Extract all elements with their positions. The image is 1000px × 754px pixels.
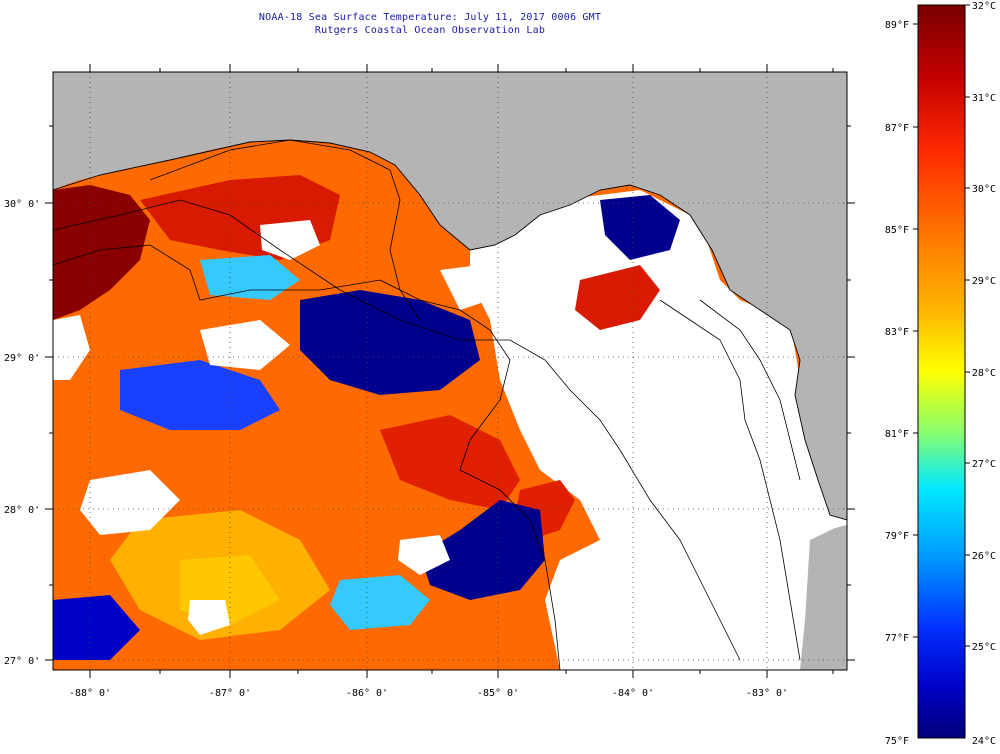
cb-label-32c: 32°C (972, 1, 996, 12)
lon-label-84: -84° 0' (612, 688, 654, 699)
cb-label-26c: 26°C (972, 551, 996, 562)
map-plot-area (53, 72, 847, 670)
lat-label-29: 29° 0' (4, 353, 40, 364)
cb-label-85f: 85°F (885, 225, 909, 236)
sst-red-patch-4 (575, 265, 660, 330)
map-ticks (45, 64, 855, 678)
map-subtitle: Rutgers Coastal Ocean Observation Lab (314, 25, 546, 36)
land-peninsula-south (800, 525, 847, 670)
cb-label-75f: 75°F (885, 736, 909, 747)
cb-label-79f: 79°F (885, 531, 909, 542)
cloud-patch-4 (398, 535, 450, 575)
sst-blue-band-5 (53, 595, 140, 660)
lon-label-87: -87° 0' (209, 688, 251, 699)
sst-hot-patch-nw (53, 185, 150, 320)
bathymetry-contour-3 (659, 299, 801, 661)
colorbar: 89°F 87°F 85°F 83°F 81°F 79°F 77°F 75°F … (885, 1, 996, 747)
colorbar-gradient (917, 4, 966, 739)
cb-label-25c: 25°C (972, 642, 996, 653)
map-frame (52, 71, 848, 671)
cloud-patch-7 (440, 265, 490, 310)
cloud-patch-5 (188, 600, 230, 635)
bathymetry-contour-2 (53, 244, 561, 670)
cb-label-81f: 81°F (885, 429, 909, 440)
sst-red-patch-2 (380, 415, 520, 510)
land-north-coast (53, 72, 847, 520)
sst-blue-band-3 (420, 500, 545, 600)
lat-label-28: 28° 0' (4, 505, 40, 516)
lat-label-30: 30° 0' (4, 199, 40, 210)
sst-cyan-band-1 (200, 255, 300, 300)
sst-cyan-band-2 (330, 575, 430, 630)
lon-label-86: -86° 0' (346, 688, 388, 699)
cb-label-27c: 27°C (972, 459, 996, 470)
lon-label-85: -85° 0' (477, 688, 519, 699)
cb-label-89f: 89°F (885, 20, 909, 31)
bathymetry-contour-4 (699, 299, 801, 481)
cb-label-83f: 83°F (885, 327, 909, 338)
coastline-north (53, 139, 847, 521)
cloud-patch-1 (80, 470, 180, 535)
bathymetry-contour-1 (53, 199, 741, 661)
cb-label-30c: 30°C (972, 184, 996, 195)
cloud-region-east (470, 190, 847, 670)
lon-label-88: -88° 0' (69, 688, 111, 699)
cloud-patch-3 (260, 220, 320, 260)
cloud-patch-6 (53, 315, 90, 380)
cb-label-28c: 28°C (972, 368, 996, 379)
sst-blue-band-4 (600, 195, 680, 260)
cb-label-77f: 77°F (885, 633, 909, 644)
sst-blue-band-2 (120, 360, 280, 430)
cb-label-24c: 24°C (972, 736, 996, 747)
map-title: NOAA-18 Sea Surface Temperature: July 11… (258, 12, 602, 23)
cb-label-87f: 87°F (885, 123, 909, 134)
lat-label-27: 27° 0' (4, 656, 40, 667)
cb-label-31c: 31°C (972, 93, 996, 104)
cloud-patch-2 (200, 320, 290, 370)
coastline-range-arc (149, 139, 421, 321)
cb-label-29c: 29°C (972, 276, 996, 287)
sst-blue-band-1 (300, 290, 480, 395)
lon-label-83: -83° 0' (746, 688, 788, 699)
